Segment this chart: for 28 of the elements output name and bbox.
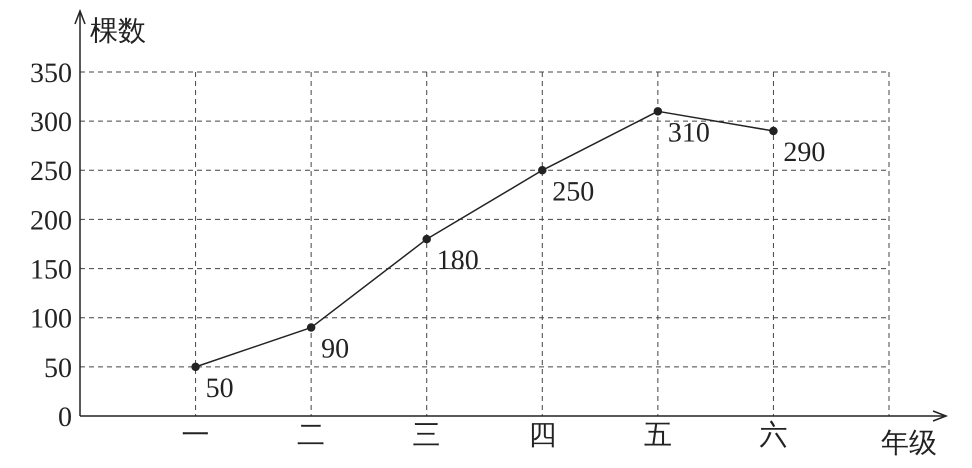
- data-label: 250: [552, 176, 594, 208]
- y-tick-label: 300: [30, 107, 72, 138]
- point: [191, 362, 200, 372]
- data-label: 90: [321, 334, 350, 365]
- x-axis-title: 年级: [881, 428, 937, 459]
- data-label: 180: [436, 245, 479, 276]
- y-tick-label: 0: [58, 402, 72, 433]
- x-tick-label: 一: [182, 420, 210, 451]
- x-tick-label: 三: [412, 420, 441, 451]
- y-tick-label: 50: [44, 352, 72, 384]
- x-tick-label: 二: [297, 420, 326, 451]
- point: [422, 234, 431, 244]
- x-tick-label: 六: [759, 420, 788, 451]
- x-tick-label: 四: [528, 420, 556, 451]
- point: [538, 166, 547, 175]
- y-tick-label: 200: [30, 205, 72, 236]
- point: [769, 126, 778, 136]
- y-tick-label: 100: [30, 304, 72, 335]
- y-tick-label: 350: [30, 58, 72, 89]
- data-label: 50: [206, 372, 234, 404]
- point: [306, 323, 316, 332]
- y-axis-title: 棵数: [90, 16, 146, 47]
- y-tick-label: 150: [30, 254, 72, 286]
- point: [654, 107, 662, 116]
- x-tick-label: 五: [644, 420, 672, 451]
- data-label: 310: [668, 117, 710, 148]
- data-label: 290: [783, 136, 826, 168]
- y-tick-label: 250: [30, 156, 72, 188]
